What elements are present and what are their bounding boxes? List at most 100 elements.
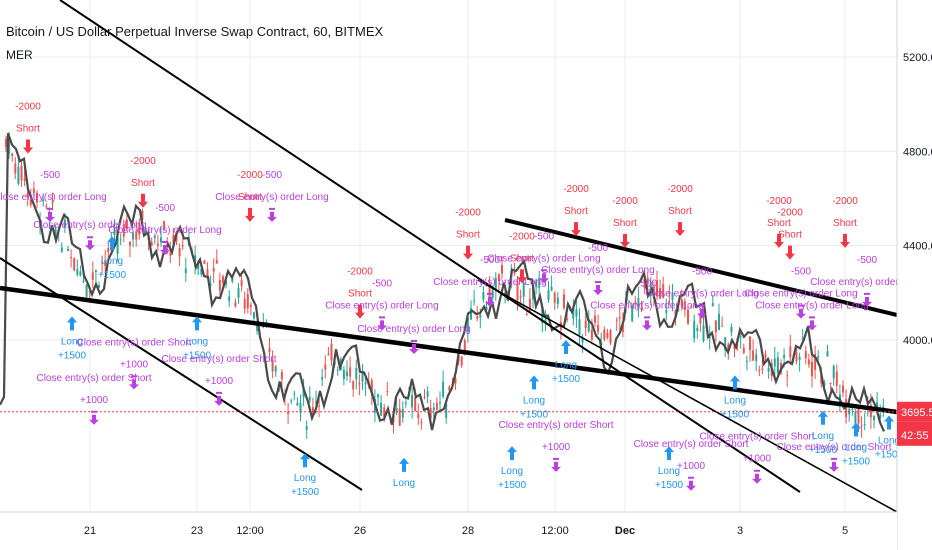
candle-body: [60, 247, 63, 252]
candle-body: [516, 281, 519, 300]
candle-body: [823, 382, 826, 386]
candle-body: [5, 138, 7, 148]
short-signal-label: Short: [238, 192, 262, 203]
candle-body: [439, 402, 441, 404]
candle-body: [327, 353, 330, 356]
candle-body: [501, 264, 503, 274]
candle-body: [739, 336, 742, 338]
candle-body: [795, 352, 798, 362]
candle-body: [271, 359, 274, 372]
trend-line[interactable]: [0, 285, 898, 415]
candle-body: [693, 320, 696, 339]
candle-body: [398, 408, 401, 426]
candle-body: [206, 269, 209, 279]
close-signal-label: Close entry(s) order Long: [0, 192, 107, 203]
time-tick-label: 28: [462, 525, 474, 537]
symbol-title: Bitcoin / US Dollar Perpetual Inverse Sw…: [6, 24, 384, 39]
close-signal-label: -500: [480, 255, 500, 266]
candle-body: [45, 206, 48, 208]
close-signal-arrow: [642, 316, 652, 331]
trend-line[interactable]: [477, 279, 898, 513]
candle-body: [101, 261, 104, 264]
candle-body: [572, 308, 575, 319]
candle-body: [237, 288, 240, 298]
long-signal-arrow: [399, 457, 409, 472]
close-signal-label: Close entry(s) order Short: [36, 373, 151, 384]
long-signal-label: Long: [501, 466, 523, 477]
long-signal-label: Long: [724, 395, 746, 406]
candle-body: [36, 192, 38, 203]
candle-body: [14, 163, 17, 174]
candle-body: [494, 277, 497, 290]
candle-body: [798, 356, 801, 360]
long-signal-label: +1500: [98, 270, 127, 281]
candle-body: [411, 394, 414, 408]
candle-body: [470, 308, 472, 320]
short-signal-label: Short: [778, 230, 802, 241]
candle-body: [749, 336, 751, 350]
candle-body: [132, 232, 135, 240]
candle-body: [435, 402, 438, 410]
close-signal-label: -500: [588, 243, 608, 254]
short-signal-arrow: [675, 222, 685, 237]
candle-body: [538, 277, 541, 288]
short-signal-arrow: [785, 245, 795, 260]
candle-body: [225, 280, 228, 285]
candle-body: [563, 294, 565, 309]
short-signal-label: -2000: [15, 102, 41, 113]
candle-body: [733, 345, 736, 350]
candle-body: [879, 414, 882, 419]
candle-body: [355, 368, 358, 380]
long-signal-label: Long: [61, 336, 83, 347]
candle-body: [119, 239, 122, 241]
candle-body: [423, 397, 426, 399]
close-signal-arrow: [267, 207, 277, 222]
short-signal-label: -2000: [832, 196, 858, 207]
long-signal-arrow: [818, 410, 828, 425]
long-signal-label: Long: [294, 473, 316, 484]
candle-body: [249, 304, 252, 307]
candle-body: [721, 325, 724, 327]
candle-body: [513, 271, 516, 274]
candle-body: [761, 368, 764, 370]
close-signal-label: Close entry(s) order Long: [433, 277, 546, 288]
candle-body: [634, 301, 637, 304]
candle-body: [218, 280, 221, 291]
candle-body: [417, 413, 420, 419]
short-signal-label: -2000: [455, 208, 481, 219]
short-signal-label: -2000: [130, 156, 156, 167]
close-signal-arrow: [485, 292, 495, 307]
candle-body: [497, 274, 500, 282]
candle-body: [222, 276, 224, 283]
long-signal-label: Long: [878, 435, 900, 446]
time-axis-background: [0, 512, 897, 550]
price-tick-label: 5200.0: [903, 52, 932, 64]
countdown-tag: [897, 421, 932, 446]
close-signal-label: Close entry(s) order Short: [776, 442, 891, 453]
short-signal-label: Short: [767, 218, 791, 229]
long-signal-arrow: [884, 415, 894, 430]
candle-body: [758, 370, 761, 372]
trend-line[interactable]: [59, 0, 801, 493]
long-signal-label: +1500: [842, 457, 871, 468]
candle-body: [714, 320, 717, 333]
trend-line[interactable]: [504, 218, 898, 317]
candle-body: [845, 399, 848, 418]
close-signal-arrow: [89, 410, 99, 425]
candle-body: [88, 290, 91, 293]
indicator-line: [0, 132, 886, 432]
candle-body: [386, 391, 389, 393]
candle-body: [330, 344, 333, 361]
trend-line[interactable]: [0, 257, 363, 491]
time-tick-label: 12:00: [541, 525, 569, 537]
candle-body: [178, 247, 181, 257]
candle-body: [603, 329, 606, 340]
candle-body: [742, 347, 745, 353]
candle-body: [395, 408, 398, 413]
candle-body: [826, 351, 829, 357]
close-signal-label: Close entry(s) order Short: [76, 337, 191, 348]
candle-body: [280, 372, 283, 380]
close-signal-label: Close entry(s) order Long: [215, 192, 328, 203]
candle-body: [160, 237, 162, 243]
